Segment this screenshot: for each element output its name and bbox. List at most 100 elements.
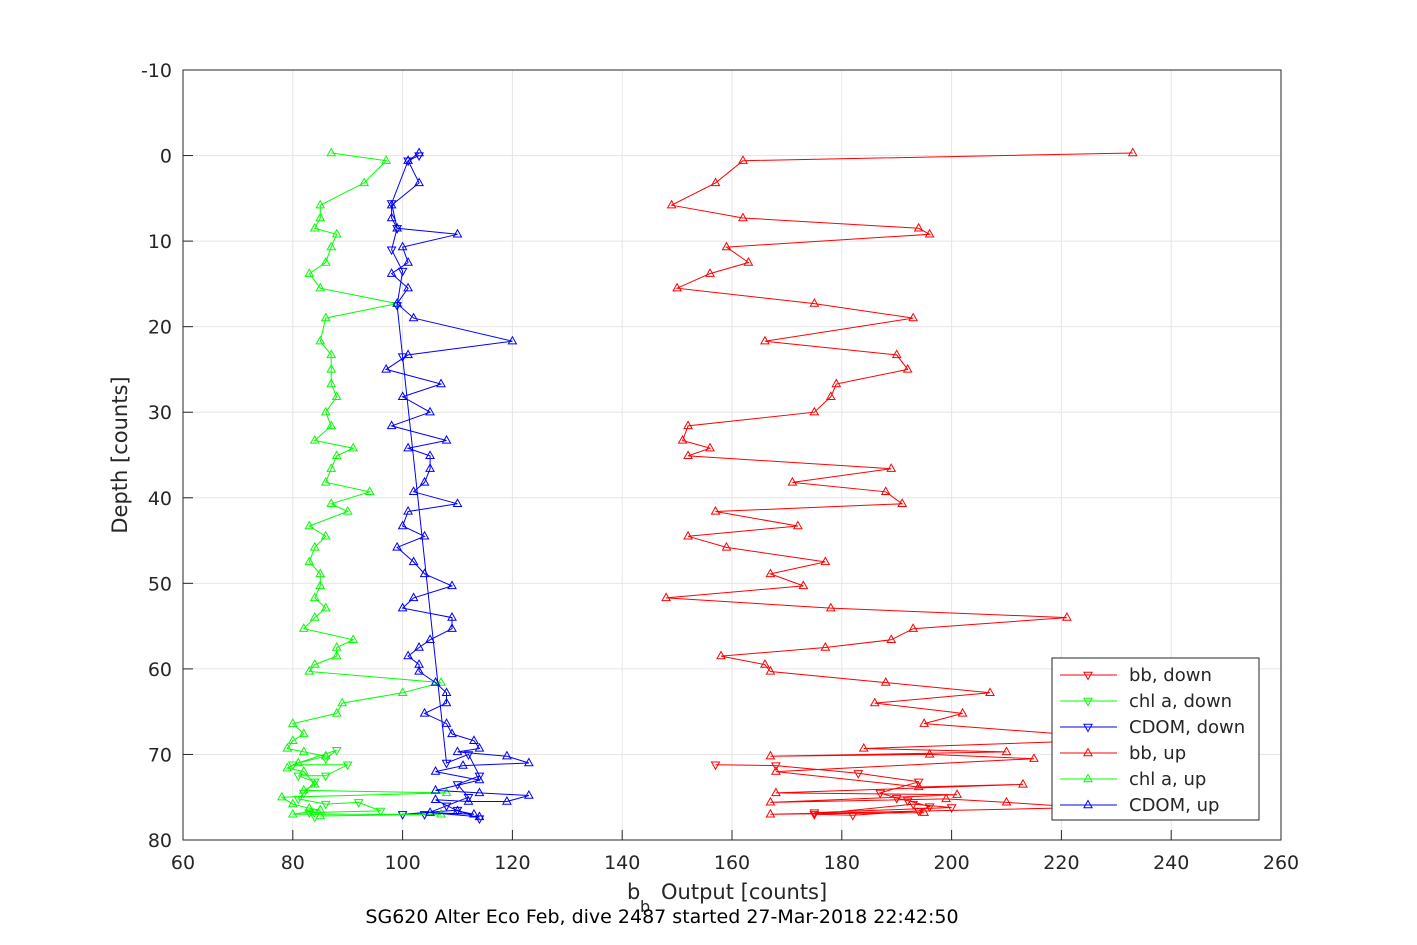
- data-point-marker: [463, 795, 474, 805]
- data-point-marker: [326, 241, 337, 251]
- data-point-marker: [1001, 746, 1012, 756]
- data-point-marker: [282, 742, 293, 752]
- data-point-marker: [820, 556, 831, 566]
- data-point-marker: [392, 298, 403, 307]
- data-point-marker: [403, 157, 413, 167]
- data-point-marker: [304, 556, 315, 566]
- data-point-marker: [425, 450, 435, 460]
- series-4: [276, 147, 452, 820]
- data-point-marker: [315, 810, 326, 820]
- data-point-marker: [425, 634, 435, 643]
- data-point-marker: [315, 568, 326, 578]
- data-point-marker: [304, 520, 315, 530]
- data-point-marker: [331, 650, 342, 660]
- data-point-marker: [315, 335, 326, 345]
- x-axis-label-subscript: b: [640, 897, 650, 916]
- data-point-marker: [309, 541, 320, 551]
- x-axis-label-text: Output [counts]: [661, 880, 827, 904]
- data-point-marker: [798, 580, 809, 590]
- y-tick-label: 10: [148, 231, 172, 253]
- data-point-marker: [348, 442, 359, 452]
- legend-marker: [1083, 799, 1093, 809]
- data-point-marker: [523, 789, 534, 799]
- data-point-marker: [458, 760, 468, 769]
- data-point-marker: [880, 677, 891, 686]
- data-point-marker: [908, 800, 919, 810]
- series-line: [384, 152, 530, 818]
- data-point-marker: [298, 766, 309, 775]
- data-point-marker: [425, 807, 435, 816]
- data-point-marker: [880, 486, 891, 495]
- data-point-marker: [765, 796, 776, 806]
- data-point-marker: [315, 580, 326, 590]
- data-point-marker: [710, 177, 721, 187]
- data-point-marker: [348, 634, 359, 643]
- data-point-marker: [304, 802, 315, 812]
- data-point-marker: [386, 212, 397, 222]
- data-point-marker: [326, 463, 337, 472]
- data-point-marker: [403, 505, 413, 515]
- data-point-marker: [397, 687, 408, 697]
- data-point-marker: [386, 199, 397, 209]
- x-axis-label-base: b: [627, 880, 640, 904]
- data-point-marker: [315, 282, 326, 292]
- data-point-marker: [897, 498, 908, 507]
- x-tick-label: 60: [171, 852, 195, 874]
- data-point-marker: [293, 757, 304, 767]
- data-point-marker: [710, 505, 721, 515]
- data-point-marker: [320, 312, 331, 322]
- data-point-marker: [430, 677, 441, 686]
- data-point-marker: [683, 420, 693, 430]
- legend-marker: [1083, 671, 1093, 681]
- data-point-marker: [469, 808, 479, 818]
- data-point-marker: [738, 155, 748, 164]
- data-point-marker: [309, 659, 320, 668]
- data-point-marker: [326, 378, 337, 388]
- data-point-marker: [869, 697, 880, 707]
- data-point-marker: [507, 335, 518, 345]
- data-point-marker: [831, 378, 842, 388]
- legend-entry-label: CDOM, up: [1129, 795, 1219, 816]
- data-point-marker: [743, 256, 754, 266]
- data-point-marker: [397, 267, 408, 277]
- data-point-marker: [293, 795, 304, 805]
- data-point-marker: [353, 799, 364, 808]
- data-point-marker: [683, 530, 693, 540]
- data-point-marker: [441, 687, 452, 697]
- data-point-marker: [326, 147, 337, 157]
- data-point-marker: [721, 541, 732, 551]
- data-point-marker: [414, 147, 424, 157]
- data-point-marker: [403, 442, 413, 452]
- data-point-marker: [287, 735, 298, 744]
- x-tick-label: 100: [384, 852, 420, 874]
- data-point-marker: [392, 222, 403, 232]
- data-point-marker: [474, 774, 485, 784]
- data-point-marker: [452, 498, 463, 507]
- data-point-marker: [408, 556, 419, 566]
- data-point-marker: [331, 391, 342, 401]
- data-point-marker: [858, 742, 869, 752]
- data-point-marker: [320, 772, 331, 782]
- data-point-marker: [683, 450, 693, 460]
- data-point-marker: [298, 784, 309, 794]
- x-tick-label: 120: [494, 852, 530, 874]
- data-point-marker: [441, 697, 452, 707]
- data-point-marker: [436, 677, 446, 686]
- data-point-marker: [359, 177, 370, 187]
- data-point-marker: [320, 750, 331, 760]
- data-point-marker: [886, 463, 897, 472]
- legend-entry-label: CDOM, down: [1129, 717, 1245, 738]
- x-tick-label: 80: [281, 852, 305, 874]
- data-point-marker: [342, 505, 353, 515]
- series-line: [715, 764, 952, 816]
- data-point-marker: [672, 282, 683, 292]
- data-point-marker: [441, 434, 452, 444]
- data-point-marker: [331, 746, 342, 756]
- data-point-marker: [309, 778, 320, 788]
- data-point-marker: [282, 762, 293, 772]
- x-tick-label: 200: [933, 852, 969, 874]
- data-point-marker: [386, 268, 397, 277]
- data-point-marker: [430, 794, 441, 803]
- series-5: [381, 147, 534, 821]
- data-point-marker: [825, 602, 836, 612]
